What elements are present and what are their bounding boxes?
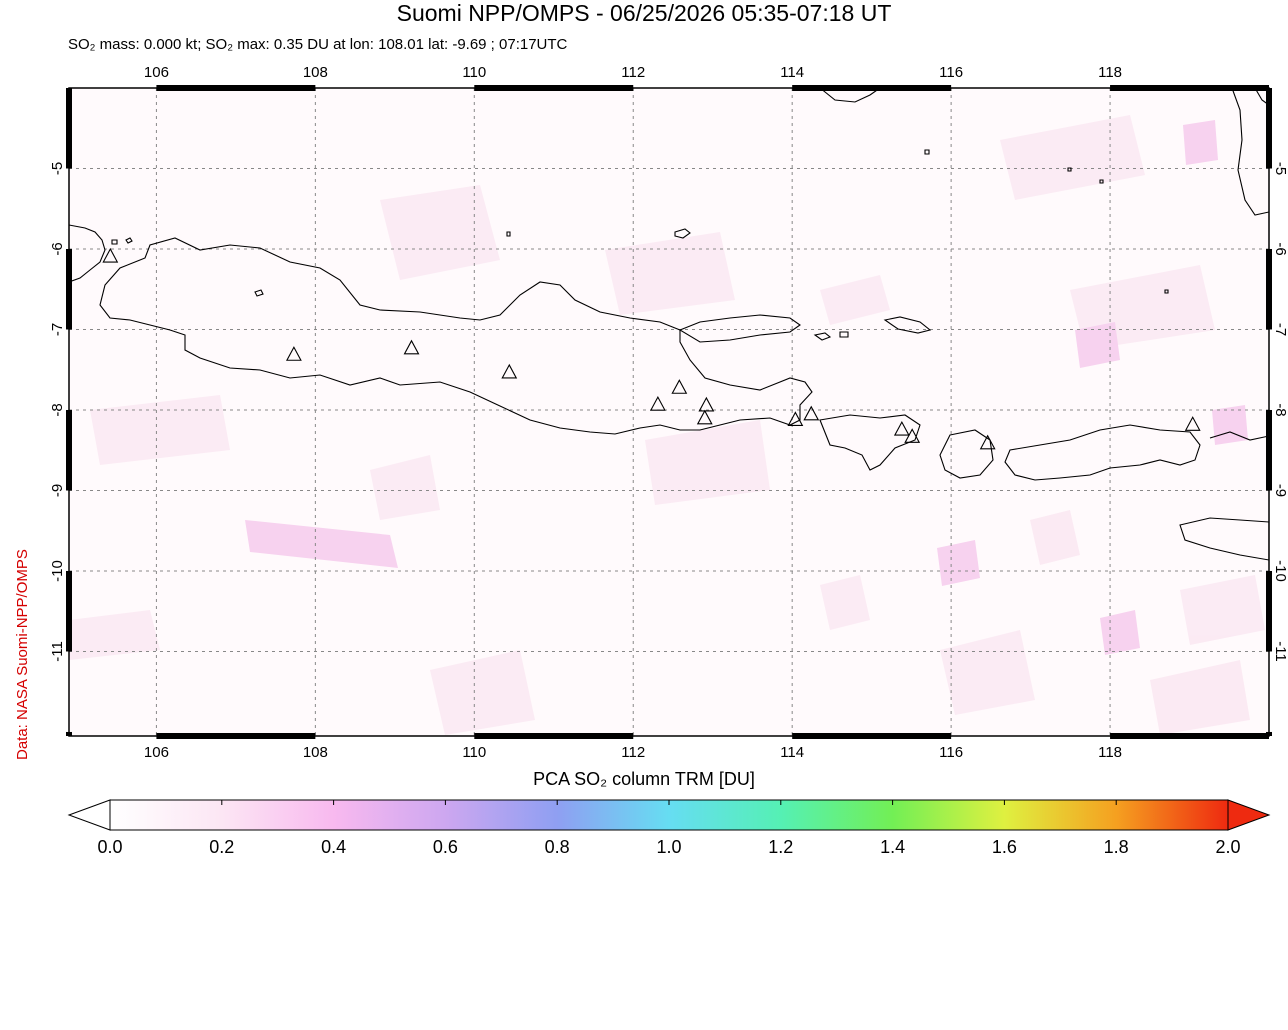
bottom-axis-bar	[474, 733, 634, 739]
top-axis-bar	[792, 85, 952, 91]
volcano-icon	[698, 396, 715, 412]
lat-tick-right: -8	[1272, 403, 1288, 416]
colorbar-tick-label: 1.8	[1104, 837, 1129, 855]
lat-tick-left: -7	[49, 323, 66, 336]
right-axis-bar	[1266, 570, 1272, 652]
volcano-icon	[501, 363, 518, 379]
colorbar-tick-label: 0.6	[433, 837, 458, 855]
lon-tick-bottom: 112	[621, 744, 645, 761]
right-axis-bar	[1266, 731, 1272, 736]
left-axis-bar	[66, 88, 72, 169]
left-axis-bar	[66, 248, 72, 330]
lon-tick-top: 114	[780, 64, 804, 81]
bottom-axis-bar	[792, 733, 952, 739]
volcano-icon	[1184, 416, 1201, 431]
lon-tick-bottom: 106	[144, 744, 169, 761]
right-axis-bar	[1266, 409, 1272, 491]
colorbar-tick-label: 0.8	[545, 837, 570, 855]
volcano-icon	[403, 339, 420, 355]
volcano-icon	[671, 379, 688, 394]
volcano-markers	[102, 247, 1201, 450]
lon-tick-top: 118	[1098, 64, 1122, 81]
lon-tick-bottom: 118	[1098, 744, 1122, 761]
lon-tick-top: 116	[939, 64, 963, 81]
top-axis-bar	[1110, 85, 1269, 91]
lat-tick-right: -9	[1272, 484, 1288, 497]
lat-tick-right: -7	[1272, 323, 1288, 336]
lat-tick-left: -10	[49, 560, 66, 582]
volcano-icon	[803, 405, 820, 421]
lat-tick-left: -5	[49, 162, 66, 175]
colorbar-tick-label: 0.2	[209, 837, 234, 855]
volcano-icon	[893, 420, 910, 436]
lon-tick-bottom: 116	[939, 744, 963, 761]
right-axis-bar	[1266, 88, 1272, 169]
map-title: Suomi NPP/OMPS - 06/25/2026 05:35-07:18 …	[396, 0, 892, 26]
colorbar-tick-label: 0.4	[321, 837, 346, 855]
volcano-icon	[285, 346, 302, 361]
axis-bars	[66, 85, 1272, 739]
lon-tick-top: 110	[462, 64, 486, 81]
so2-mass-summary: SO₂ mass: 0.000 kt; SO₂ max: 0.35 DU at …	[68, 36, 568, 53]
colorbar-tick-label: 1.2	[768, 837, 793, 855]
bottom-axis-bar	[156, 733, 316, 739]
lat-tick-left: -8	[49, 403, 66, 416]
map-figure: 106 106 108 108 110 110 112 112 114 114 116 116 118 1…	[49, 64, 1288, 855]
volcano-icon	[102, 247, 119, 263]
lat-tick-left: -6	[49, 242, 66, 255]
colorbar-max-arrow	[1227, 799, 1271, 831]
colorbar-min-arrow	[67, 799, 111, 831]
left-axis-bar	[66, 570, 72, 652]
left-axis-bar	[66, 731, 72, 736]
lat-tick-right: -11	[1272, 641, 1288, 662]
colorbar-tick-label: 1.6	[992, 837, 1017, 855]
colorbar-tick-label: 1.0	[656, 837, 681, 855]
colorbar-tick-label: 0.0	[97, 837, 122, 855]
volcano-icon	[787, 411, 804, 427]
lon-tick-top: 112	[621, 64, 645, 81]
lat-tick-right: -6	[1272, 242, 1288, 255]
so2-pixel-field	[69, 88, 1269, 736]
volcano-icon	[696, 409, 713, 425]
lon-tick-top: 106	[144, 64, 169, 81]
lat-tick-left: -11	[49, 641, 66, 662]
left-axis-bar	[66, 409, 72, 491]
colorbar-tick-label: 2.0	[1215, 837, 1240, 855]
right-axis-bar	[1266, 248, 1272, 330]
lat-tick-right: -10	[1272, 560, 1288, 582]
bottom-axis-bar	[1110, 733, 1269, 739]
data-credit: Data: NASA Suomi-NPP/OMPS	[14, 549, 31, 760]
top-axis-bar	[156, 85, 316, 91]
lon-tick-bottom: 110	[462, 744, 486, 761]
lon-tick-bottom: 108	[303, 744, 328, 761]
lat-tick-right: -5	[1272, 162, 1288, 175]
volcano-icon	[979, 434, 996, 450]
volcano-icon	[904, 428, 921, 443]
lon-tick-top: 108	[303, 64, 328, 81]
graticule	[69, 88, 1269, 736]
colorbar: 0.0 0.2 0.4 0.6 0.8 1.0 1.2 1.4 1.6 1.8 2.0	[67, 799, 1271, 855]
axis-tick-labels: 106 106 108 108 110 110 112 112 114 114 116 116 118 1…	[49, 64, 1288, 761]
top-axis-bar	[474, 85, 634, 91]
colorbar-title: PCA SO₂ column TRM [DU]	[533, 769, 755, 789]
lon-tick-bottom: 114	[780, 744, 804, 761]
colorbar-tick-label: 1.4	[880, 837, 905, 855]
lat-tick-left: -9	[49, 484, 66, 497]
volcano-icon	[649, 395, 666, 411]
